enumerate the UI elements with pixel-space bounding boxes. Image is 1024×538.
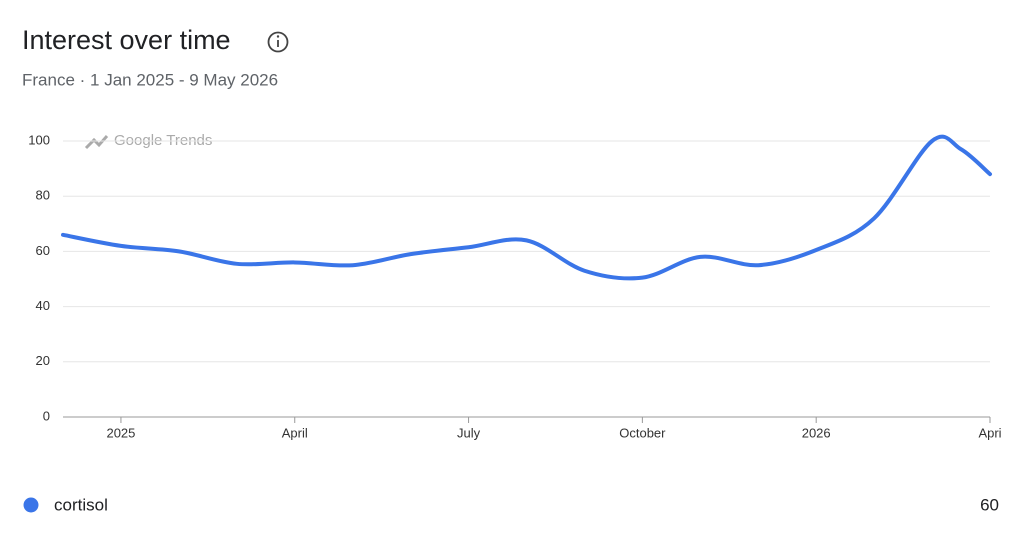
line: [61, 134, 992, 281]
legend-label: cortisol: [54, 495, 108, 514]
chart-title: Interest over time: [22, 25, 231, 55]
watermark-icon: [84, 135, 109, 150]
y-tick-label: 40: [36, 298, 50, 313]
y-tick-label: 0: [43, 408, 50, 423]
y-tick-label: 100: [28, 132, 50, 147]
x-tick-label: April: [282, 425, 308, 440]
watermark: Google Trends: [114, 132, 212, 149]
legend-value: 60: [980, 495, 999, 514]
y-tick-label: 80: [36, 188, 50, 203]
x-tick-label: July: [457, 425, 481, 440]
x-tick-label: 2025: [106, 425, 135, 440]
x-tick-label: October: [619, 425, 666, 440]
y-tick-label: 60: [36, 243, 50, 258]
legend-swatch: [23, 497, 39, 513]
subtitle: France · 1 Jan 2025 - 9 May 2026: [22, 70, 278, 89]
x-tick-label: 2026: [802, 425, 831, 440]
y-tick-label: 20: [36, 353, 50, 368]
x-tick-label: Apri: [978, 425, 1001, 440]
info-icon[interactable]: [267, 31, 289, 53]
